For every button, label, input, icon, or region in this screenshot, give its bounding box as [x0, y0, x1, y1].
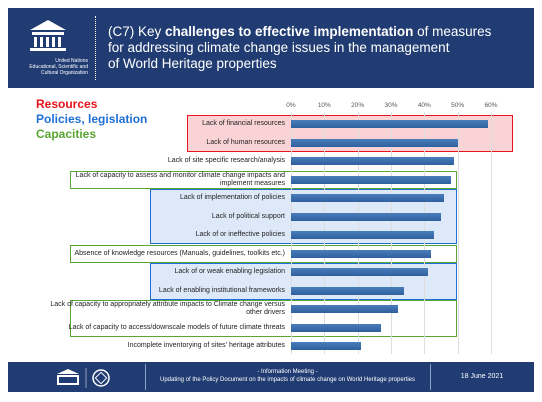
y-tick-label: Lack of capacity to assess and monitor c…: [75, 171, 285, 187]
title-text: of measures: [413, 24, 492, 39]
y-tick-label: Lack of site specific research/analysis: [167, 157, 285, 164]
logo: [30, 20, 66, 51]
bar: [291, 194, 445, 202]
title-text: for addressing climate change issues in …: [108, 40, 450, 55]
grid-line: [491, 112, 492, 354]
y-tick-label: Lack of human resources: [206, 138, 285, 146]
bar: [291, 212, 441, 221]
footer: - Information Meeting - Updating of the …: [8, 362, 534, 392]
y-tick-label: Lack of capacity to appropriately attrib…: [50, 301, 285, 316]
title-text: of World Heritage properties: [108, 56, 277, 71]
group-label: Resources: [36, 97, 98, 111]
x-tick-label: 50%: [451, 102, 465, 109]
title-bold: challenges to effective implementation: [165, 24, 414, 39]
org-line: United Nations: [55, 58, 88, 64]
logos: [57, 368, 110, 388]
y-tick-label: Lack of enabling institutional framework…: [158, 286, 285, 294]
x-tick-label: 40%: [417, 102, 431, 109]
footer-meeting: - Information Meeting -: [257, 369, 318, 375]
y-tick-label: Incomplete inventorying of sites' herita…: [127, 342, 285, 349]
title: (C7) Key challenges to effective impleme…: [108, 24, 491, 72]
x-tick-label: 60%: [484, 102, 498, 109]
title-text: (C7) Key: [108, 24, 166, 39]
org-line: Educational, Scientific and: [29, 64, 88, 70]
bar: [291, 249, 431, 258]
bar: [291, 138, 458, 147]
x-tick-label: 30%: [384, 102, 398, 109]
y-tick-label: Lack of capacity to access/downscale mod…: [68, 323, 285, 331]
footer-subtitle: Updating of the Policy Document on the i…: [159, 377, 416, 383]
grid-line: [457, 112, 459, 354]
bar: [291, 268, 428, 276]
y-tick-label: Lack of political support: [211, 212, 285, 220]
group-box: [70, 170, 457, 189]
group-label: Capacities: [36, 127, 97, 141]
bar: [291, 157, 455, 165]
x-tick-label: 10%: [317, 102, 331, 109]
bar: [291, 323, 381, 332]
org-line: Cultural Organization: [41, 70, 88, 76]
y-tick-label: Lack of or weak enabling legislation: [174, 268, 285, 275]
y-tick-label: Absence of knowledge resources (Manuals,…: [74, 249, 286, 257]
y-tick-label: Lack of implementation of policies: [179, 194, 285, 201]
x-tick-label: 20%: [351, 102, 365, 109]
bar: [291, 305, 398, 313]
bar: [291, 175, 451, 184]
y-tick-label: Lack of or ineffective policies: [195, 231, 285, 238]
bar: [291, 231, 435, 239]
bar: [291, 120, 488, 128]
y-tick-label: Lack of financial resources: [202, 120, 285, 127]
group-box: [70, 244, 457, 263]
group-label: Policies, legislation: [36, 112, 148, 126]
bar: [291, 342, 361, 350]
x-tick-label: 0%: [286, 102, 296, 109]
header: United Nations Educational, Scientific a…: [8, 8, 534, 88]
footer-date: 18 June 2021: [460, 373, 504, 380]
chart: Resources Policies, legislation Capacities…: [36, 97, 513, 354]
bar: [291, 286, 405, 295]
